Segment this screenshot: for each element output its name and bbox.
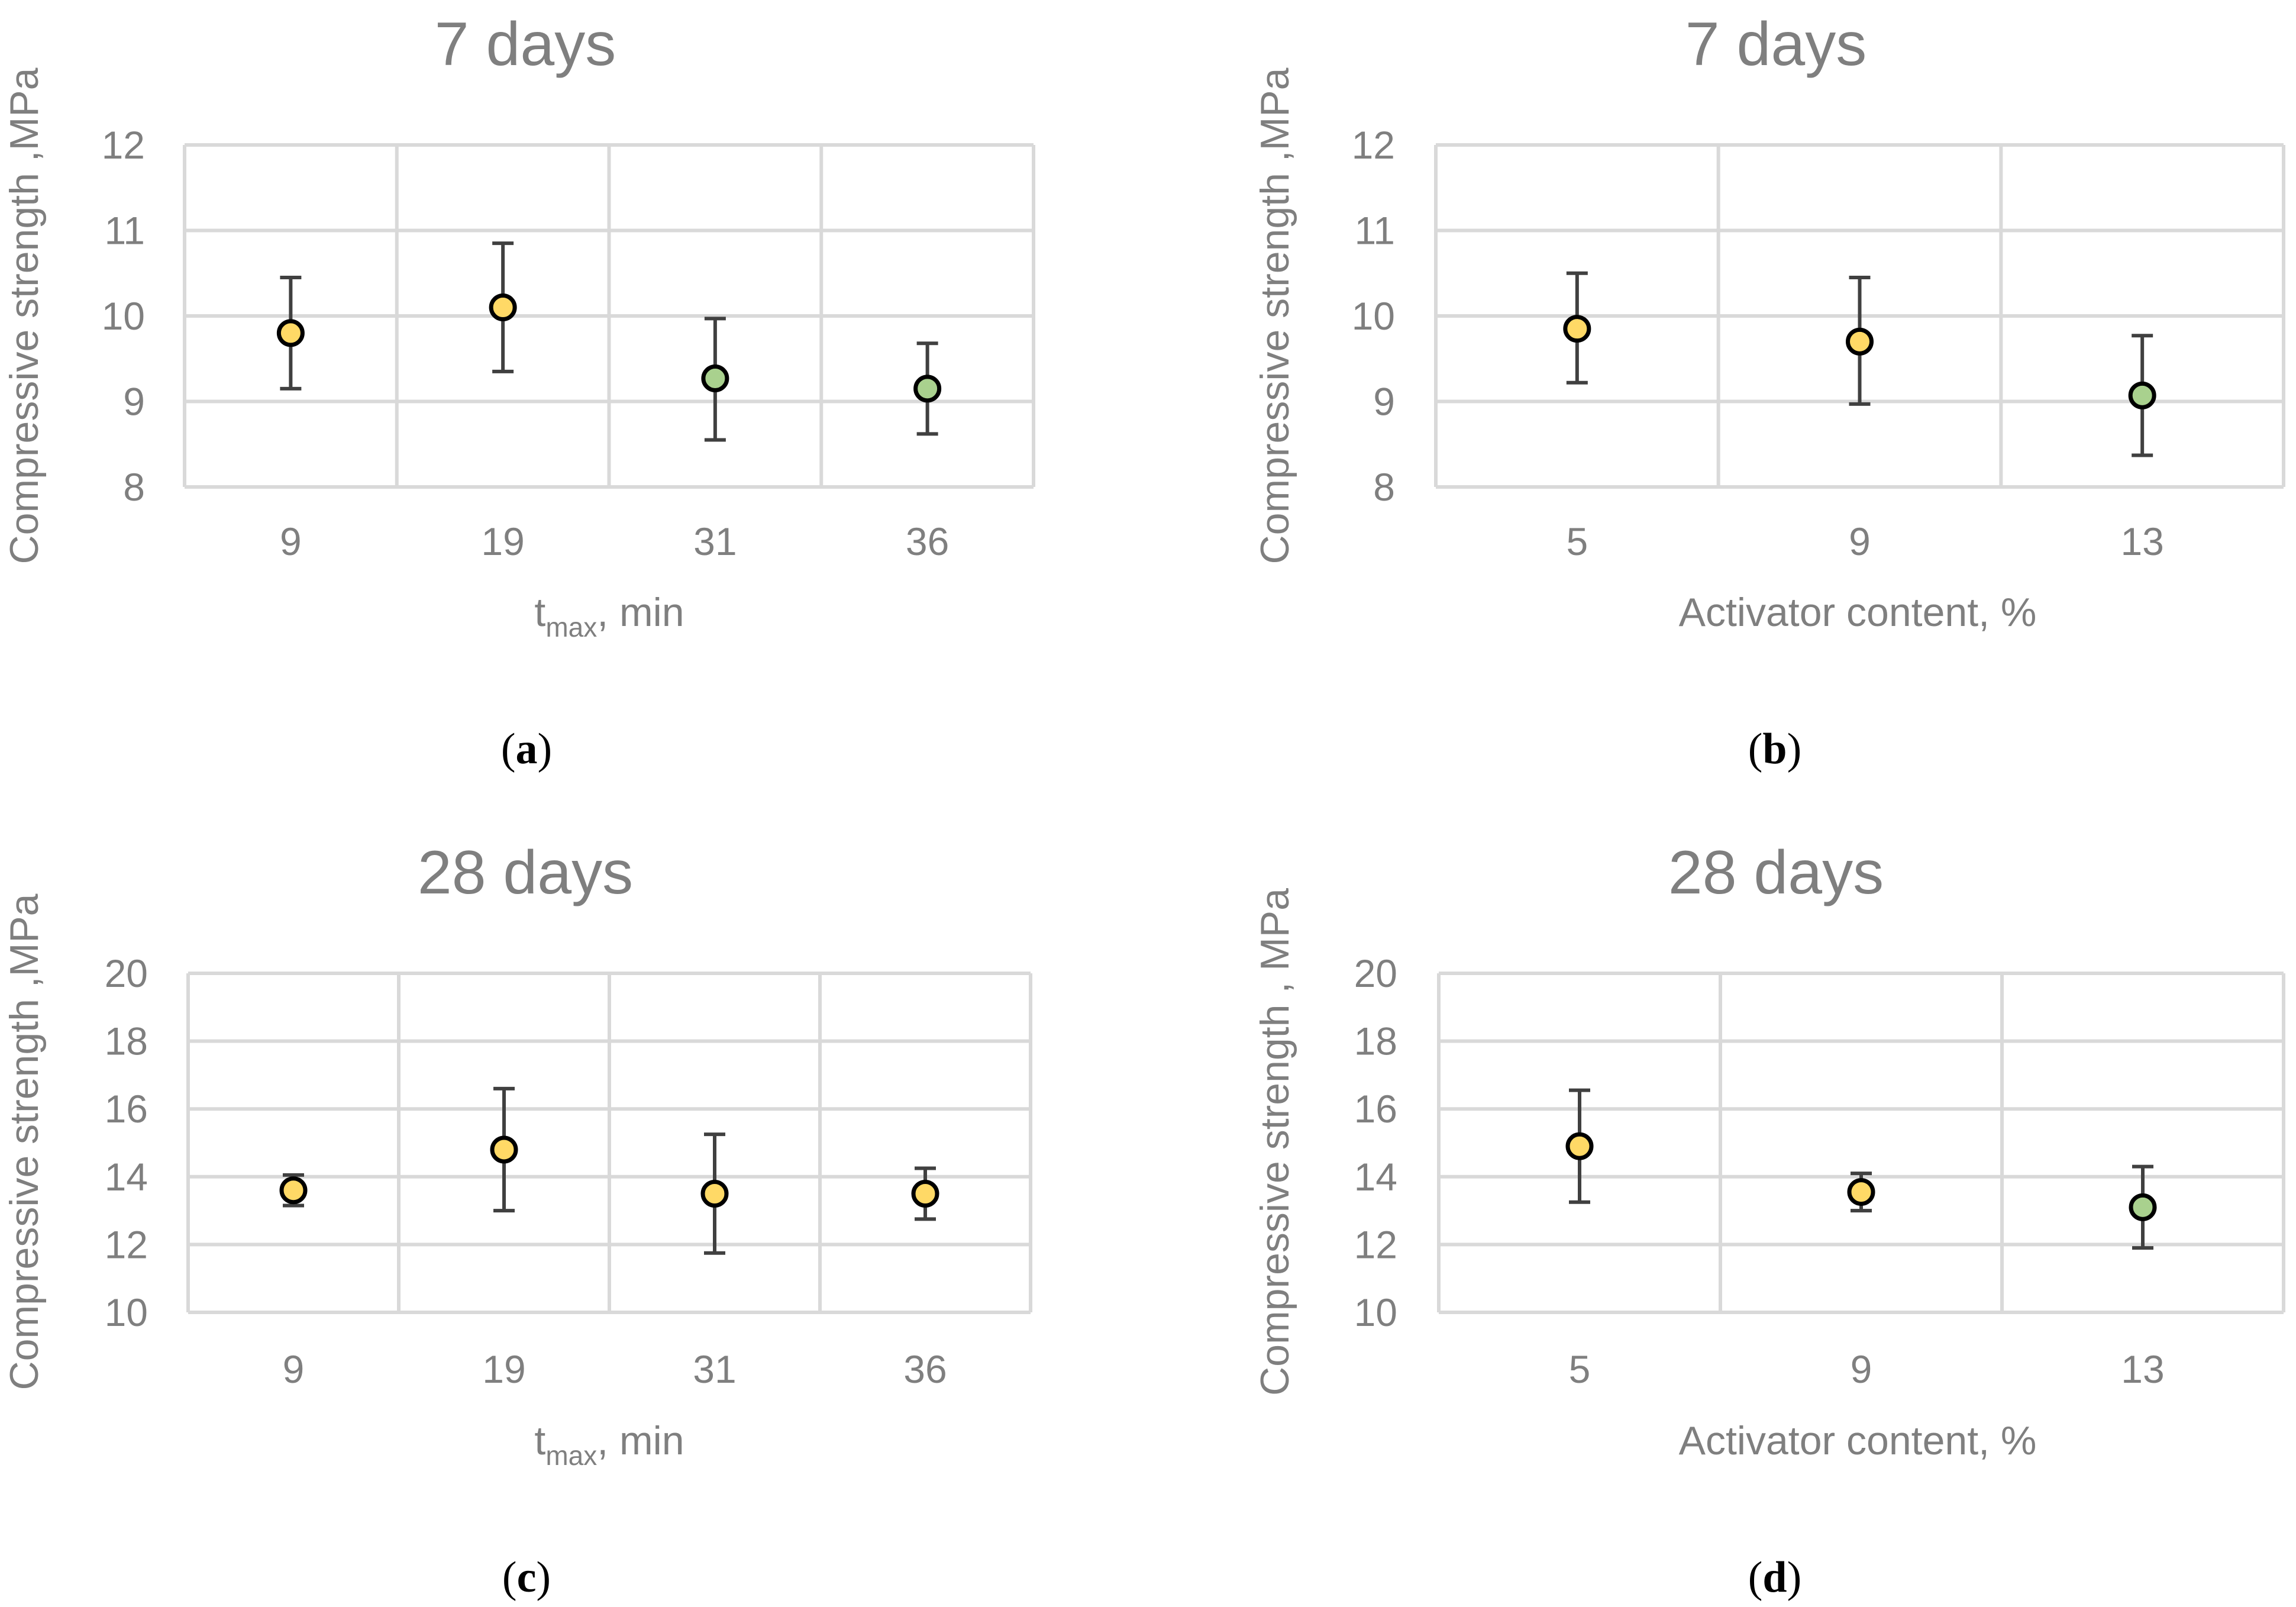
y-tick-label: 10 [1354, 1290, 1397, 1334]
y-tick-label: 10 [1352, 294, 1395, 338]
x-tick-label: 36 [906, 519, 949, 563]
x-axis-label-main: t [534, 1418, 545, 1463]
panel-label-letter: a [516, 725, 538, 773]
x-axis-label-unit: , min [597, 1418, 684, 1463]
x-axis-label-subscript: max [545, 612, 597, 643]
data-point [1563, 315, 1591, 343]
panel-label-close: ) [1787, 725, 1802, 773]
x-axis-label-main: Activator content, % [1679, 590, 2037, 635]
y-tick-label: 10 [105, 1290, 148, 1334]
x-tick-label: 19 [482, 1347, 525, 1391]
y-tick-label: 8 [1373, 465, 1395, 509]
panel-label: (c) [502, 1553, 551, 1602]
x-tick-label: 9 [1849, 519, 1871, 563]
data-point [700, 1179, 729, 1208]
x-tick-label: 19 [481, 519, 524, 563]
y-tick-label: 16 [1354, 1087, 1397, 1131]
x-axis-label-main: t [534, 590, 545, 635]
y-tick-label: 12 [102, 123, 145, 167]
data-point [1847, 1178, 1875, 1206]
panel-label-open: ( [501, 725, 516, 773]
panel-label-close: ) [536, 1553, 551, 1602]
chart-panel-c: 28 days 10 12 14 16 18 20 9 19 31 36 tmax, min Compr… [2, 838, 1032, 1602]
data-point [1565, 1132, 1594, 1160]
chart-panel-a: 7 days 8 9 10 11 12 9 19 31 36 tmax, min Compressiv… [2, 10, 1035, 773]
x-tick-label: 9 [283, 1347, 305, 1391]
x-tick-label: 9 [280, 519, 302, 563]
data-point [2129, 1193, 2157, 1221]
chart-title: 28 days [418, 838, 633, 907]
chart-title: 28 days [1668, 838, 1884, 907]
x-axis-label: Activator content, % [1679, 1418, 2037, 1463]
x-tick-label: 5 [1566, 519, 1588, 563]
x-tick-label: 13 [2120, 519, 2163, 563]
panel-label-open: ( [502, 1553, 517, 1602]
y-tick-label: 11 [1354, 209, 1395, 253]
panel-label: (a) [501, 725, 552, 773]
panel-label-open: ( [1748, 725, 1763, 773]
data-point [911, 1179, 939, 1208]
y-tick-label: 20 [105, 951, 148, 995]
y-tick-label: 14 [105, 1155, 148, 1199]
y-tick-label: 14 [1354, 1155, 1397, 1199]
panel-label-letter: d [1762, 1553, 1787, 1602]
x-axis-label: tmax, min [534, 590, 684, 643]
panel-label: (d) [1748, 1553, 1801, 1602]
data-point [2128, 381, 2156, 409]
y-tick-label: 16 [105, 1087, 148, 1131]
y-axis-label: Compressive strength ,MPa [2, 893, 47, 1390]
data-point [913, 375, 942, 403]
y-tick-label: 18 [1354, 1019, 1397, 1063]
y-tick-label: 12 [1352, 123, 1395, 167]
x-axis-label: tmax, min [534, 1418, 684, 1471]
y-tick-label: 20 [1354, 951, 1397, 995]
panel-label-open: ( [1748, 1553, 1763, 1602]
x-tick-label: 9 [1851, 1347, 1872, 1391]
x-axis-label: Activator content, % [1679, 590, 2037, 635]
chart-panel-b: 7 days 8 9 10 11 12 5 9 13 Activator content, % Co… [1252, 10, 2285, 773]
data-point [490, 1135, 518, 1164]
panel-label-close: ) [538, 725, 553, 773]
y-axis-label: Compressive strength ,MPa [2, 67, 47, 564]
y-tick-label: 9 [123, 380, 145, 424]
x-tick-label: 31 [693, 519, 737, 563]
chart-title: 7 days [435, 10, 616, 79]
data-point [489, 293, 517, 322]
y-tick-label: 12 [105, 1222, 148, 1266]
chart-title: 7 days [1685, 10, 1866, 79]
x-tick-label: 36 [903, 1347, 947, 1391]
data-point [279, 1176, 308, 1205]
data-point [276, 319, 305, 347]
x-tick-label: 13 [2121, 1347, 2164, 1391]
panel-label-close: ) [1787, 1553, 1802, 1602]
x-axis-label-unit: , min [597, 590, 684, 635]
x-tick-label: 31 [693, 1347, 736, 1391]
panel-label: (b) [1748, 725, 1801, 773]
y-tick-label: 9 [1373, 380, 1395, 424]
y-tick-label: 11 [104, 209, 145, 253]
y-tick-label: 18 [105, 1019, 148, 1063]
data-point [1846, 327, 1874, 356]
y-axis-label: Compressive strength , MPa [1252, 888, 1297, 1396]
data-point [701, 364, 729, 392]
y-axis-label: Compressive strength ,MPa [1252, 67, 1297, 564]
y-tick-label: 12 [1354, 1222, 1397, 1266]
x-axis-label-main: Activator content, % [1679, 1418, 2037, 1463]
panel-label-letter: b [1762, 725, 1787, 773]
y-tick-label: 10 [102, 294, 145, 338]
panel-label-letter: c [517, 1553, 537, 1602]
x-tick-label: 5 [1569, 1347, 1591, 1391]
chart-panel-d: 28 days 10 12 14 16 18 20 5 9 13 Activator content… [1252, 838, 2285, 1602]
y-tick-label: 8 [123, 465, 145, 509]
x-axis-label-subscript: max [545, 1440, 597, 1471]
